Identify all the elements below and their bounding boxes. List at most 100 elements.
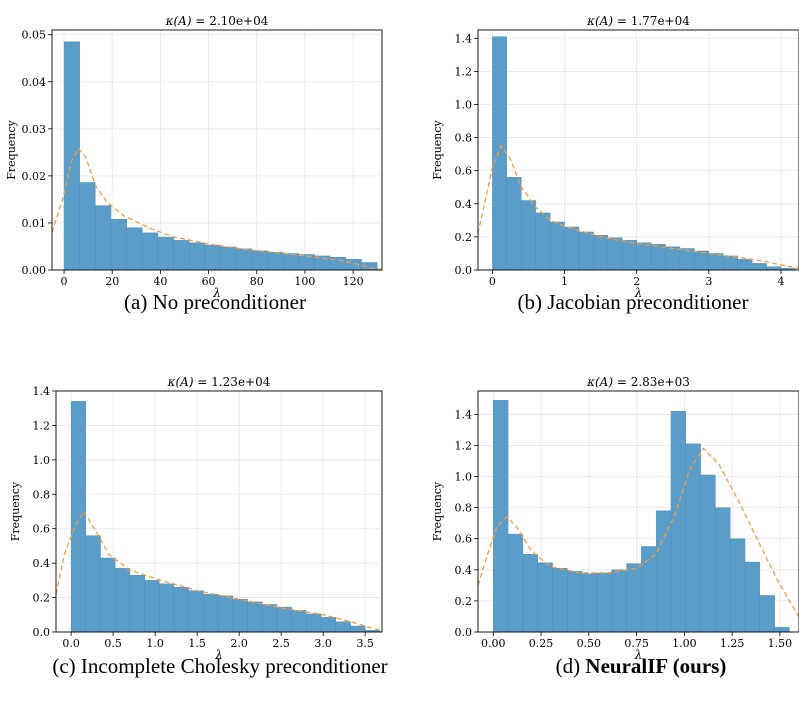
histogram-bar <box>535 212 551 271</box>
x-tick-label: 1.25 <box>720 637 745 650</box>
histogram-bar <box>247 601 263 633</box>
histogram-bar <box>708 253 724 271</box>
histogram-bar <box>506 177 522 271</box>
y-axis-label: Frequency <box>431 481 444 541</box>
chart-title-value: 2.83e+03 <box>631 375 690 389</box>
x-tick-label: 1.00 <box>672 637 697 650</box>
histogram-bar <box>189 242 206 271</box>
chart-title-prefix: κ(A) = <box>586 14 631 28</box>
caption-c: (c) Incomplete Cholesky preconditioner <box>52 654 388 678</box>
chart-panel-2: 0.0 0.5 1.0 1.5 2.0 2.5 3.0 3.5 0.0 0.2 0.4 0.6 0.8 1… <box>9 375 383 662</box>
histogram-bar <box>306 613 322 633</box>
histogram-bar <box>173 587 189 633</box>
y-tick-label: 0.0 <box>455 626 473 639</box>
y-tick-label: 0.8 <box>33 488 51 501</box>
histogram-bar <box>694 250 710 271</box>
histogram-bar <box>314 255 331 271</box>
x-tick-label: 0 <box>61 275 68 288</box>
y-axis-label: Frequency <box>9 481 22 541</box>
chart-title: κ(A) = 1.77e+04 <box>586 14 690 28</box>
chart-title-prefix: κ(A) = <box>586 375 631 389</box>
histogram-bar <box>715 507 731 633</box>
x-tick-label: 1.0 <box>146 637 164 650</box>
histogram-bar <box>567 571 583 633</box>
kde-line <box>477 447 799 617</box>
x-tick-label: 2 <box>633 275 640 288</box>
x-tick-label: 0.00 <box>481 637 506 650</box>
x-tick-label: 80 <box>250 275 264 288</box>
chart-panel-0: 0 20 40 60 80 100 120 0.00 0.01 0.02 0.03 0.04 0.05 λ… <box>5 14 383 300</box>
y-tick-label: 1.4 <box>33 385 51 398</box>
histogram-bar <box>522 554 538 633</box>
histogram-bar <box>157 236 174 271</box>
axes-frame <box>55 390 383 633</box>
histogram-bar <box>665 246 681 271</box>
histogram-bar <box>521 200 536 271</box>
histogram-bar <box>115 568 131 633</box>
histogram-bar <box>596 572 612 633</box>
histogram-bar <box>751 263 767 271</box>
x-tick-label: 3 <box>705 275 712 288</box>
histogram-bar <box>144 580 160 633</box>
y-tick-label: 1.2 <box>455 439 473 452</box>
caption-b: (b) Jacobian preconditioner <box>517 290 749 314</box>
axes-frame <box>477 29 799 271</box>
chart-title-value: 2.10e+04 <box>209 14 269 28</box>
x-tick-label: 3.0 <box>314 637 332 650</box>
y-tick-label: 1.4 <box>455 408 473 421</box>
histogram-bar <box>79 182 96 271</box>
y-tick-label: 0.0 <box>33 626 51 639</box>
histogram-bar <box>276 606 292 633</box>
histogram-bar <box>320 617 336 633</box>
axes-frame <box>477 390 799 633</box>
x-tick-label: 1 <box>561 275 568 288</box>
chart-title: κ(A) = 2.83e+03 <box>586 375 690 389</box>
histogram-bar <box>607 237 623 271</box>
y-tick-label: 0.00 <box>22 264 47 277</box>
x-tick-label: 1.5 <box>188 637 206 650</box>
x-tick-label: 0.0 <box>62 637 80 650</box>
histogram-bar <box>283 253 300 271</box>
y-tick-label: 0.4 <box>455 198 473 211</box>
x-tick-label: 0.50 <box>577 637 602 650</box>
histogram-bar <box>766 266 782 271</box>
y-tick-label: 0.6 <box>455 165 473 178</box>
y-tick-label: 1.2 <box>455 65 473 78</box>
histogram-bar <box>220 246 237 271</box>
x-tick-label: 2.5 <box>272 637 290 650</box>
y-tick-label: 0.2 <box>455 595 473 608</box>
y-tick-label: 0.0 <box>455 264 473 277</box>
histogram-bar <box>85 535 101 633</box>
x-tick-label: 2.0 <box>230 637 248 650</box>
histogram-bar <box>636 242 652 271</box>
histogram-bar <box>70 401 87 633</box>
chart-panel-3: 0.00 0.25 0.50 0.75 1.00 1.25 1.50 0.0 0.2 0.4 0.6… <box>431 375 799 662</box>
histogram-bar <box>650 244 666 271</box>
y-tick-label: 0.02 <box>22 170 47 183</box>
x-tick-label: 20 <box>105 275 119 288</box>
y-tick-label: 0.03 <box>22 123 47 136</box>
histogram-bar <box>578 231 594 271</box>
histogram-bar <box>670 411 686 633</box>
y-tick-label: 0.8 <box>455 132 473 145</box>
x-tick-label: 1.50 <box>768 637 793 650</box>
y-tick-label: 0.8 <box>455 502 473 515</box>
histogram-bar <box>173 240 190 271</box>
y-tick-label: 0.04 <box>22 76 47 89</box>
histogram-bar <box>774 627 790 633</box>
histogram-bar <box>110 218 127 271</box>
y-tick-label: 1.4 <box>455 32 473 45</box>
histogram-bar <box>232 599 248 633</box>
histogram-bar <box>129 574 145 633</box>
histogram-bar <box>142 232 159 271</box>
x-axis-label: λ <box>634 286 643 300</box>
histogram-bar <box>345 258 362 271</box>
histogram-bar <box>126 227 143 271</box>
chart-title-prefix: κ(A) = <box>167 375 212 389</box>
x-axis-label: λ <box>634 648 643 662</box>
histogram-bar <box>759 595 775 633</box>
histogram-bar <box>685 443 701 633</box>
histogram-bar <box>552 568 568 633</box>
y-axis-label: Frequency <box>431 119 444 179</box>
